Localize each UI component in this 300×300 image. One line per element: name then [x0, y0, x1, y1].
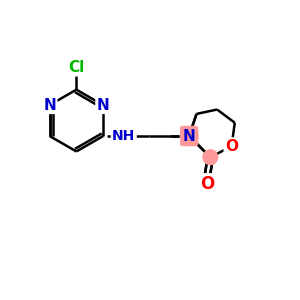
Text: O: O — [200, 175, 214, 193]
Text: O: O — [225, 139, 238, 154]
Text: N: N — [97, 98, 110, 112]
Circle shape — [203, 150, 218, 165]
Text: N: N — [183, 128, 196, 143]
Text: NH: NH — [112, 129, 135, 143]
Circle shape — [180, 127, 198, 145]
Text: Cl: Cl — [68, 60, 85, 75]
Text: N: N — [43, 98, 56, 112]
